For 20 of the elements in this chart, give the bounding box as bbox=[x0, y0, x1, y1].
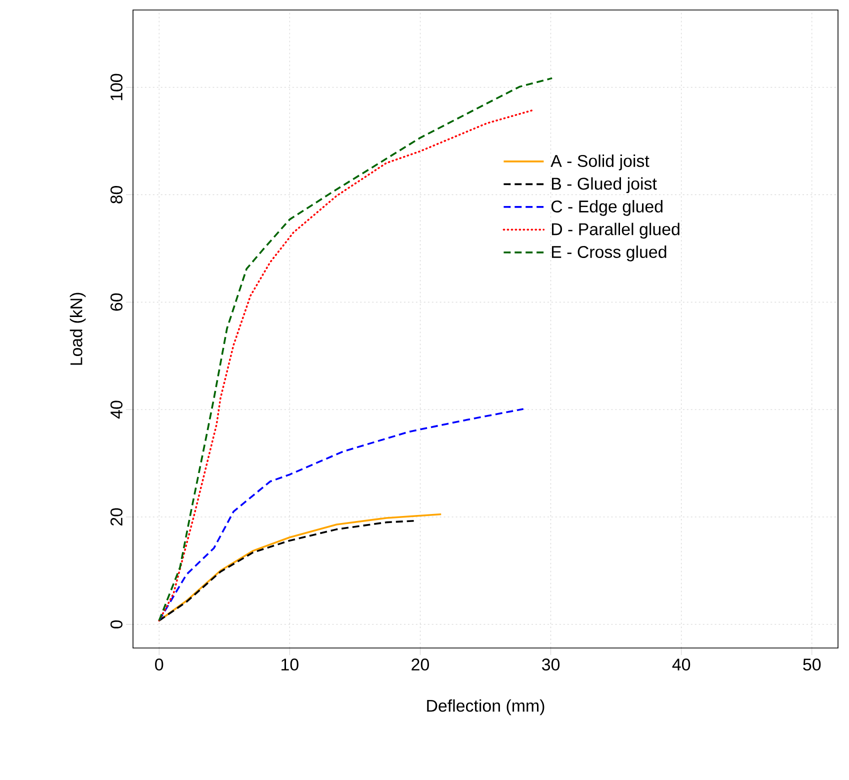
line-series bbox=[158, 408, 524, 622]
legend-label: A - Solid joist bbox=[550, 154, 650, 170]
y-tick-label: 0 bbox=[110, 620, 122, 628]
legend-label: B - Glued joist bbox=[552, 177, 657, 194]
y-tick-label: 20 bbox=[110, 508, 122, 526]
x-tick-label: 30 bbox=[542, 658, 560, 671]
legend-label: C - Edge glued bbox=[551, 200, 662, 216]
y-tick-label: 60 bbox=[110, 293, 122, 311]
x-tick-label: 10 bbox=[282, 658, 298, 671]
y-axis-title: Load (kN) bbox=[70, 292, 86, 365]
x-axis-title: Deflection (mm) bbox=[427, 699, 544, 716]
x-tick-label: 50 bbox=[803, 658, 821, 671]
y-tick-label: 100 bbox=[110, 74, 122, 100]
x-tick-label: 20 bbox=[412, 658, 429, 671]
legend-label: D - Parallel glued bbox=[552, 222, 680, 239]
x-tick-label: 0 bbox=[155, 658, 164, 671]
y-tick-label: 80 bbox=[110, 186, 122, 204]
legend-label: E - Cross glued bbox=[552, 246, 666, 262]
y-tick-label: 40 bbox=[110, 400, 122, 419]
x-tick-label: 40 bbox=[672, 658, 690, 671]
